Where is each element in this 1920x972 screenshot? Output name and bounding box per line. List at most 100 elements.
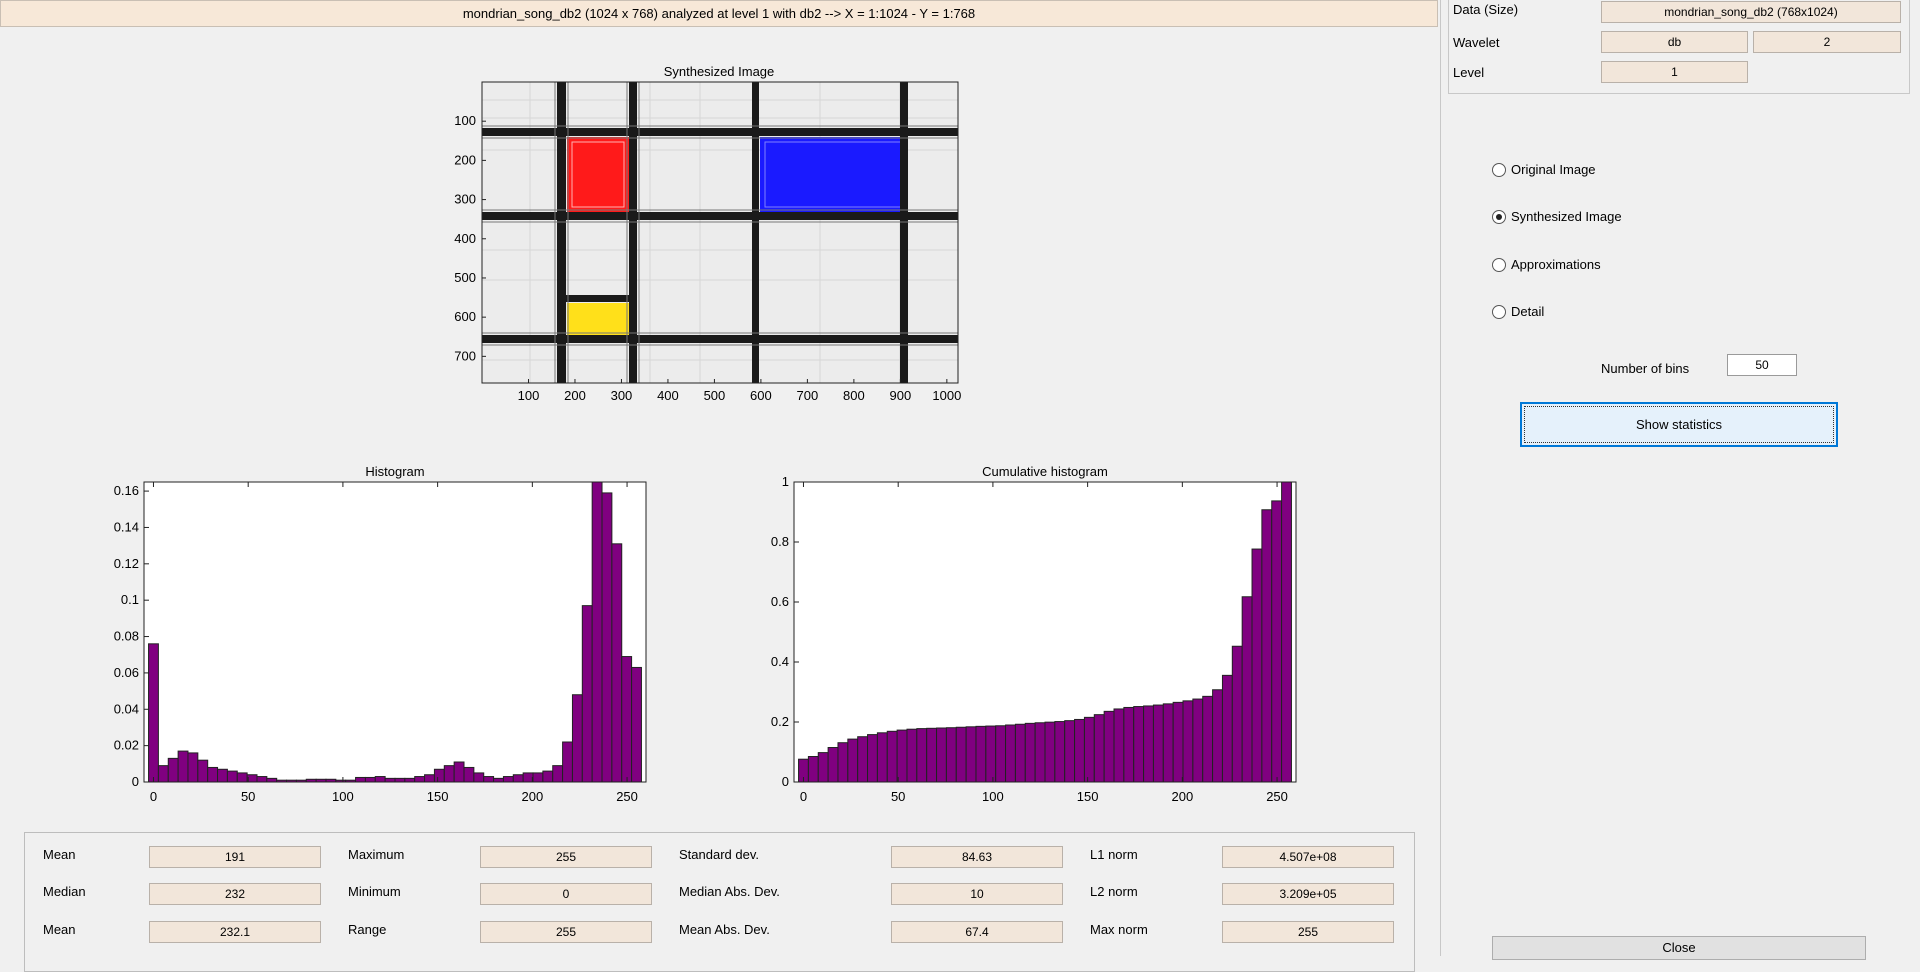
histogram-bar bbox=[374, 776, 386, 783]
stat-value: 3.209e+05 bbox=[1222, 883, 1394, 905]
histogram-bar bbox=[591, 481, 603, 783]
histogram-bar bbox=[995, 725, 1007, 783]
histogram-bar bbox=[226, 770, 238, 783]
histogram-bar bbox=[1202, 695, 1214, 783]
histogram-bar bbox=[867, 734, 878, 783]
histogram-bar bbox=[847, 738, 859, 783]
stat-value: 10 bbox=[891, 883, 1063, 905]
y-tick-label: 0.04 bbox=[114, 701, 139, 716]
wavelet-label: Wavelet bbox=[1453, 35, 1500, 50]
blue-block bbox=[760, 137, 908, 212]
histogram-bar bbox=[1123, 706, 1135, 783]
synthesized-image-plot: Synthesized Image bbox=[454, 64, 961, 403]
y-tick-label: 0.12 bbox=[114, 556, 139, 571]
cumulative-histogram-chart: Cumulative histogram 0 0.2 0.4 0.6 0.8 1 0 50 100… bbox=[771, 464, 1297, 804]
stat-label: Mean bbox=[43, 847, 76, 862]
image-x-tick-label: 500 bbox=[704, 388, 726, 403]
wavelet-number-field[interactable]: 2 bbox=[1753, 31, 1901, 53]
histogram-bar bbox=[1221, 674, 1233, 783]
image-y-tick-label: 500 bbox=[454, 270, 476, 285]
stat-label: Mean Abs. Dev. bbox=[679, 922, 770, 937]
radio-synthesized-image[interactable]: Synthesized Image bbox=[1492, 209, 1622, 224]
histogram-bar bbox=[985, 725, 997, 783]
x-tick-label: 50 bbox=[241, 789, 255, 804]
histogram-bar bbox=[1064, 720, 1076, 783]
histogram-bar bbox=[936, 727, 947, 783]
histogram-bar bbox=[562, 741, 573, 783]
x-tick-label: 0 bbox=[150, 789, 157, 804]
y-tick-label: 0.4 bbox=[771, 654, 789, 669]
histogram-bar bbox=[807, 756, 819, 783]
stat-label: L1 norm bbox=[1090, 847, 1138, 862]
histogram-bar bbox=[502, 776, 514, 783]
bins-label: Number of bins bbox=[1601, 361, 1690, 376]
radio-approximations[interactable]: Approximations bbox=[1492, 257, 1601, 272]
close-button[interactable]: Close bbox=[1492, 936, 1866, 960]
y-tick-label: 0.16 bbox=[114, 483, 139, 498]
bins-input[interactable]: 50 bbox=[1727, 354, 1797, 376]
x-tick-label: 150 bbox=[427, 789, 449, 804]
histogram-bar bbox=[1093, 714, 1105, 783]
y-tick-label: 0.1 bbox=[121, 592, 139, 607]
histogram-bar bbox=[1074, 718, 1085, 783]
histogram-bar bbox=[473, 772, 485, 783]
histogram-bar bbox=[443, 765, 455, 783]
histogram-bar bbox=[621, 656, 633, 783]
image-x-tick-label: 600 bbox=[750, 388, 772, 403]
image-y-tick-label: 300 bbox=[454, 192, 476, 207]
histogram-bar bbox=[955, 726, 967, 783]
histogram-bar bbox=[157, 765, 169, 783]
radio-original-image[interactable]: Original Image bbox=[1492, 162, 1596, 177]
histogram-bar bbox=[355, 776, 366, 783]
x-tick-label: 250 bbox=[1266, 789, 1288, 804]
y-tick-label: 1 bbox=[782, 474, 789, 489]
histogram-bar bbox=[827, 747, 839, 783]
radio-detail[interactable]: Detail bbox=[1492, 304, 1544, 319]
histogram-bar bbox=[177, 750, 189, 783]
stat-label: Standard dev. bbox=[679, 847, 759, 862]
image-x-tick-label: 200 bbox=[564, 388, 586, 403]
x-tick-label: 100 bbox=[982, 789, 1004, 804]
histogram-bar bbox=[542, 770, 554, 783]
histogram-bar bbox=[1251, 548, 1263, 783]
histogram-bar bbox=[1182, 700, 1194, 783]
image-y-tick-label: 600 bbox=[454, 309, 476, 324]
red-block bbox=[567, 137, 629, 212]
radio-circle-icon bbox=[1492, 304, 1506, 319]
histogram-bar bbox=[1192, 698, 1204, 783]
y-tick-label: 0.14 bbox=[114, 519, 139, 534]
x-tick-label: 200 bbox=[521, 789, 543, 804]
y-tick-label: 0.6 bbox=[771, 594, 789, 609]
histogram-bar bbox=[1103, 710, 1115, 783]
stat-value: 255 bbox=[480, 846, 652, 868]
histogram-bar bbox=[876, 732, 888, 783]
wavelet-family-field[interactable]: db bbox=[1601, 31, 1748, 53]
histogram-bar bbox=[886, 730, 898, 783]
histogram-bar bbox=[1172, 701, 1184, 783]
stat-label: Maximum bbox=[348, 847, 405, 862]
x-tick-label: 250 bbox=[616, 789, 638, 804]
histogram-bar bbox=[552, 765, 564, 783]
histogram-bar bbox=[1083, 716, 1095, 783]
histogram-bar bbox=[1241, 596, 1253, 783]
show-statistics-button[interactable]: Show statistics bbox=[1520, 402, 1838, 447]
data-size-label: Data (Size) bbox=[1453, 2, 1519, 17]
stat-value: 255 bbox=[1222, 921, 1394, 943]
histogram-bar bbox=[364, 776, 376, 783]
level-field[interactable]: 1 bbox=[1601, 61, 1748, 83]
y-tick-label: 0.02 bbox=[114, 738, 139, 753]
stat-label: Median bbox=[43, 884, 86, 899]
histogram-bar bbox=[207, 766, 219, 783]
x-tick-label: 150 bbox=[1077, 789, 1099, 804]
histogram-bar bbox=[1261, 509, 1273, 783]
synthesized-image bbox=[481, 81, 959, 384]
histogram-bar bbox=[404, 777, 416, 783]
histogram-bar bbox=[817, 752, 829, 783]
y-tick-label: 0.06 bbox=[114, 665, 139, 680]
radio-label: Original Image bbox=[1511, 162, 1596, 177]
histogram-bar bbox=[1271, 500, 1283, 783]
histogram-bar bbox=[1014, 723, 1026, 783]
title-bar: mondrian_song_db2 (1024 x 768) analyzed … bbox=[0, 0, 1438, 27]
histogram-bar bbox=[1113, 708, 1125, 783]
histogram-bar bbox=[1152, 704, 1164, 783]
